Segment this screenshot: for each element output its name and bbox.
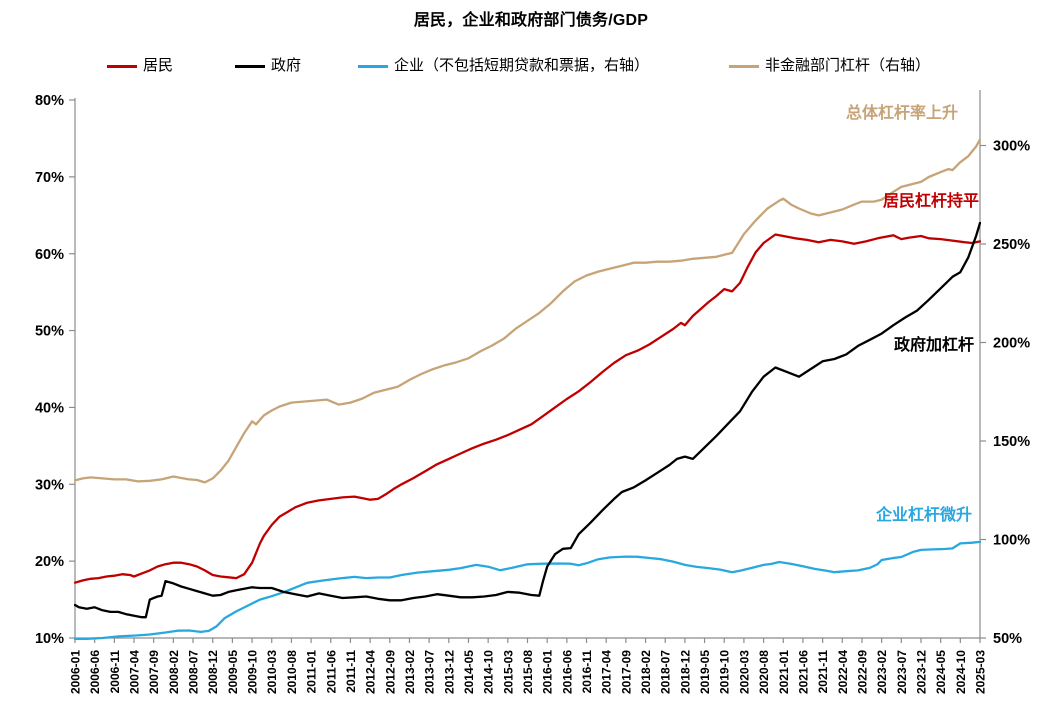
- x-axis-tick-label: 2018-12: [678, 650, 692, 694]
- x-axis-tick-label: 2013-12: [442, 650, 456, 694]
- chart-title: 居民，企业和政府部门债务/GDP: [413, 12, 649, 29]
- left-axis-tick-label: 40%: [35, 401, 64, 417]
- x-axis-tick-label: 2008-12: [206, 650, 220, 694]
- x-axis-tick-label: 2008-02: [167, 650, 181, 694]
- left-axis-tick-label: 70%: [35, 170, 64, 186]
- x-axis-tick-label: 2018-07: [659, 650, 673, 694]
- x-axis-tick-label: 2010-08: [285, 650, 299, 694]
- legend-line-swatch-government: [235, 64, 265, 68]
- x-axis-tick-label: 2011-01: [305, 650, 319, 694]
- x-axis-tick-label: 2022-09: [855, 650, 869, 694]
- left-axis-tick-label: 10%: [35, 631, 64, 647]
- legend-label-nonfinancial-leverage: 非金融部门杠杆（右轴）: [765, 57, 931, 74]
- series-group: [74, 138, 981, 640]
- corporate-series-line: [74, 540, 981, 640]
- left-axis-tick-label: 50%: [35, 324, 64, 340]
- legend-label-corporate: 企业（不包括短期贷款和票据，右轴）: [394, 57, 650, 74]
- legend-line-swatch-nonfinancial-leverage: [729, 64, 759, 68]
- x-axis-tick-label: 2012-09: [383, 650, 397, 694]
- x-axis-tick-label: 2011-06: [324, 650, 338, 694]
- nonfinancial-leverage-series-line: [74, 138, 981, 484]
- overall-leverage-rising-annotation: 总体杠杆率上升: [845, 105, 959, 122]
- right-axis-tick-label: 100%: [993, 533, 1030, 549]
- legend-item-corporate: 企业（不包括短期贷款和票据，右轴）: [358, 56, 649, 76]
- x-axis-tick-label: 2016-01: [541, 650, 555, 694]
- x-axis-tick-label: 2006-11: [108, 650, 122, 694]
- x-axis-tick-label: 2006-01: [69, 650, 83, 694]
- right-axis-tick-label: 150%: [993, 434, 1030, 450]
- left-axis-tick-label: 60%: [35, 247, 64, 263]
- x-axis-tick-label: 2007-04: [128, 650, 142, 694]
- x-axis-tick-label: 2014-05: [462, 650, 476, 694]
- x-axis-tick-label: 2021-01: [777, 650, 791, 694]
- government-series-line: [74, 221, 981, 619]
- x-axis-tick-label: 2011-11: [344, 650, 358, 693]
- x-axis-tick-label: 2023-02: [875, 650, 889, 694]
- chart-legend: 居民 政府 企业（不包括短期贷款和票据，右轴） 非金融部门杠杆（右轴）: [0, 56, 1062, 76]
- x-axis-tick-label: 2010-03: [265, 650, 279, 694]
- x-axis-tick-label: 2015-08: [521, 650, 535, 694]
- right-axis-tick-label: 200%: [993, 336, 1030, 352]
- x-axis-tick-label: 2012-04: [364, 650, 378, 694]
- household-series-line: [74, 233, 981, 584]
- right-axis-tick-label: 250%: [993, 237, 1030, 253]
- legend-item-household: 居民: [107, 56, 173, 76]
- x-axis-tick-label: 2013-02: [403, 650, 417, 694]
- x-axis-tick-label: 2008-07: [187, 650, 201, 694]
- x-axis-tick-label: 2014-10: [482, 650, 496, 694]
- right-axis-tick-label: 50%: [993, 631, 1022, 647]
- x-axis-tick-label: 2024-05: [934, 650, 948, 694]
- legend-line-swatch-household: [107, 64, 137, 68]
- left-axis-tick-label: 80%: [35, 93, 64, 109]
- x-axis-tick-label: 2017-09: [619, 650, 633, 694]
- x-axis-tick-label: 2022-04: [836, 650, 850, 694]
- legend-item-nonfinancial-leverage: 非金融部门杠杆（右轴）: [729, 56, 930, 76]
- x-axis-tick-label: 2023-07: [895, 650, 909, 694]
- right-axis-tick-label: 300%: [993, 139, 1030, 155]
- x-axis-tick-label: 2009-10: [246, 650, 260, 694]
- x-axis-tick-label: 2020-03: [737, 650, 751, 694]
- x-axis-tick-label: 2017-04: [600, 650, 614, 694]
- x-axis-tick-label: 2019-10: [718, 650, 732, 694]
- x-axis-tick-label: 2025-03: [974, 650, 988, 694]
- x-axis-tick-label: 2018-02: [639, 650, 653, 694]
- legend-label-household: 居民: [143, 57, 174, 74]
- x-axis-tick-label: 2016-06: [560, 650, 574, 694]
- x-axis-tick-label: 2021-06: [796, 650, 810, 694]
- x-axis-tick-label: 2021-11: [816, 650, 830, 694]
- legend-label-government: 政府: [271, 57, 302, 74]
- household-leverage-flat-annotation: 居民杠杆持平: [882, 193, 980, 210]
- x-axis-tick-label: 2009-05: [226, 650, 240, 694]
- x-axis-tick-label: 2020-08: [757, 650, 771, 694]
- legend-line-swatch-corporate: [358, 64, 388, 68]
- x-axis-tick-label: 2007-09: [147, 650, 161, 694]
- x-axis-tick-label: 2023-12: [914, 650, 928, 694]
- x-axis-tick-label: 2024-10: [954, 650, 968, 694]
- x-axis-tick-label: 2013-07: [423, 650, 437, 694]
- left-axis-tick-label: 20%: [35, 554, 64, 570]
- left-axis-tick-label: 30%: [35, 477, 64, 493]
- x-axis-tick-label: 2016-11: [580, 650, 594, 694]
- government-adding-leverage-annotation: 政府加杠杆: [893, 337, 975, 354]
- corporate-leverage-slightly-up-annotation: 企业杠杆微升: [875, 507, 973, 524]
- x-axis-tick-label: 2015-03: [501, 650, 515, 694]
- x-axis-tick-label: 2019-05: [698, 650, 712, 694]
- legend-item-government: 政府: [235, 56, 301, 76]
- x-axis-tick-label: 2006-06: [88, 650, 102, 694]
